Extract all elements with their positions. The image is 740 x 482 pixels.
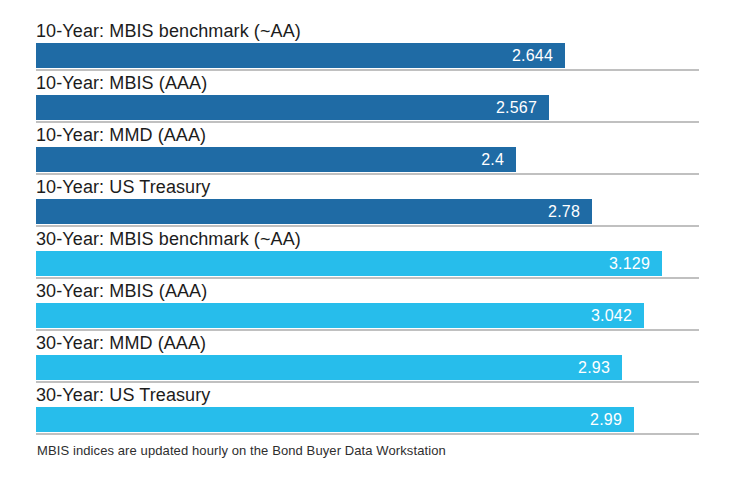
- bar-row: 10-Year: US Treasury 2.78: [36, 175, 699, 227]
- bar-value: 2.4: [481, 147, 516, 172]
- bar-row: 30-Year: US Treasury 2.99: [36, 383, 699, 435]
- bar: 2.567: [36, 95, 549, 120]
- footnote: MBIS indices are updated hourly on the B…: [37, 443, 446, 458]
- bar-value: 2.78: [548, 199, 592, 224]
- bar-track: 3.042: [36, 303, 699, 331]
- bar-value: 2.567: [496, 95, 549, 120]
- bar-chart: 10-Year: MBIS benchmark (~AA) 2.644 10-Y…: [36, 19, 699, 435]
- bar: 2.78: [36, 199, 592, 224]
- bar-row: 30-Year: MBIS (AAA) 3.042: [36, 279, 699, 331]
- bar-row: 30-Year: MMD (AAA) 2.93: [36, 331, 699, 383]
- bar-track: 2.644: [36, 43, 699, 71]
- bar: 2.93: [36, 355, 622, 380]
- bar-label: 30-Year: MMD (AAA): [36, 331, 699, 355]
- bar-label: 30-Year: US Treasury: [36, 383, 699, 407]
- bar-label: 30-Year: MBIS (AAA): [36, 279, 699, 303]
- bar-track: 2.78: [36, 199, 699, 227]
- bar-track: 3.129: [36, 251, 699, 279]
- bar-track: 2.99: [36, 407, 699, 435]
- bar-value: 3.129: [609, 251, 662, 276]
- bar: 3.042: [36, 303, 644, 328]
- bar: 2.99: [36, 407, 634, 432]
- bar-value: 3.042: [591, 303, 644, 328]
- bar-value: 2.99: [590, 407, 634, 432]
- bar: 2.644: [36, 43, 565, 68]
- bar-label: 10-Year: US Treasury: [36, 175, 699, 199]
- bar-row: 10-Year: MMD (AAA) 2.4: [36, 123, 699, 175]
- bar: 2.4: [36, 147, 516, 172]
- bar-track: 2.4: [36, 147, 699, 175]
- bar-label: 30-Year: MBIS benchmark (~AA): [36, 227, 699, 251]
- bar-row: 10-Year: MBIS benchmark (~AA) 2.644: [36, 19, 699, 71]
- bar-label: 10-Year: MMD (AAA): [36, 123, 699, 147]
- bar: 3.129: [36, 251, 662, 276]
- bar-value: 2.644: [512, 43, 565, 68]
- bar-row: 10-Year: MBIS (AAA) 2.567: [36, 71, 699, 123]
- bar-value: 2.93: [578, 355, 622, 380]
- bar-label: 10-Year: MBIS (AAA): [36, 71, 699, 95]
- bar-label: 10-Year: MBIS benchmark (~AA): [36, 19, 699, 43]
- bar-track: 2.93: [36, 355, 699, 383]
- bar-row: 30-Year: MBIS benchmark (~AA) 3.129: [36, 227, 699, 279]
- bar-track: 2.567: [36, 95, 699, 123]
